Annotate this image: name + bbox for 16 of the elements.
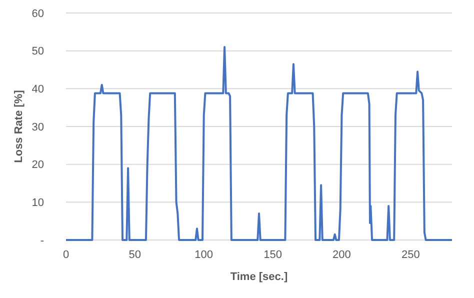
y-tick-label: 50 (32, 46, 44, 58)
y-tick-label: 10 (32, 197, 44, 210)
y-tick-label: - (40, 234, 44, 247)
y-tick-label: 60 (32, 8, 44, 20)
x-tick-label: 250 (401, 249, 420, 261)
line-series (65, 46, 453, 241)
x-tick-label: 150 (264, 249, 282, 261)
x-tick-label: 50 (128, 249, 142, 261)
x-tick-label: 100 (194, 249, 214, 261)
y-tick-label: 30 (32, 121, 44, 134)
y-axis-title: Loss Rate [%] (13, 90, 25, 163)
x-axis-title: Time [sec.] (230, 271, 288, 283)
x-tick-label: 0 (62, 249, 70, 261)
y-tick-label: 20 (32, 159, 44, 172)
y-tick-label: 40 (32, 84, 44, 96)
x-tick-label: 200 (332, 249, 351, 261)
